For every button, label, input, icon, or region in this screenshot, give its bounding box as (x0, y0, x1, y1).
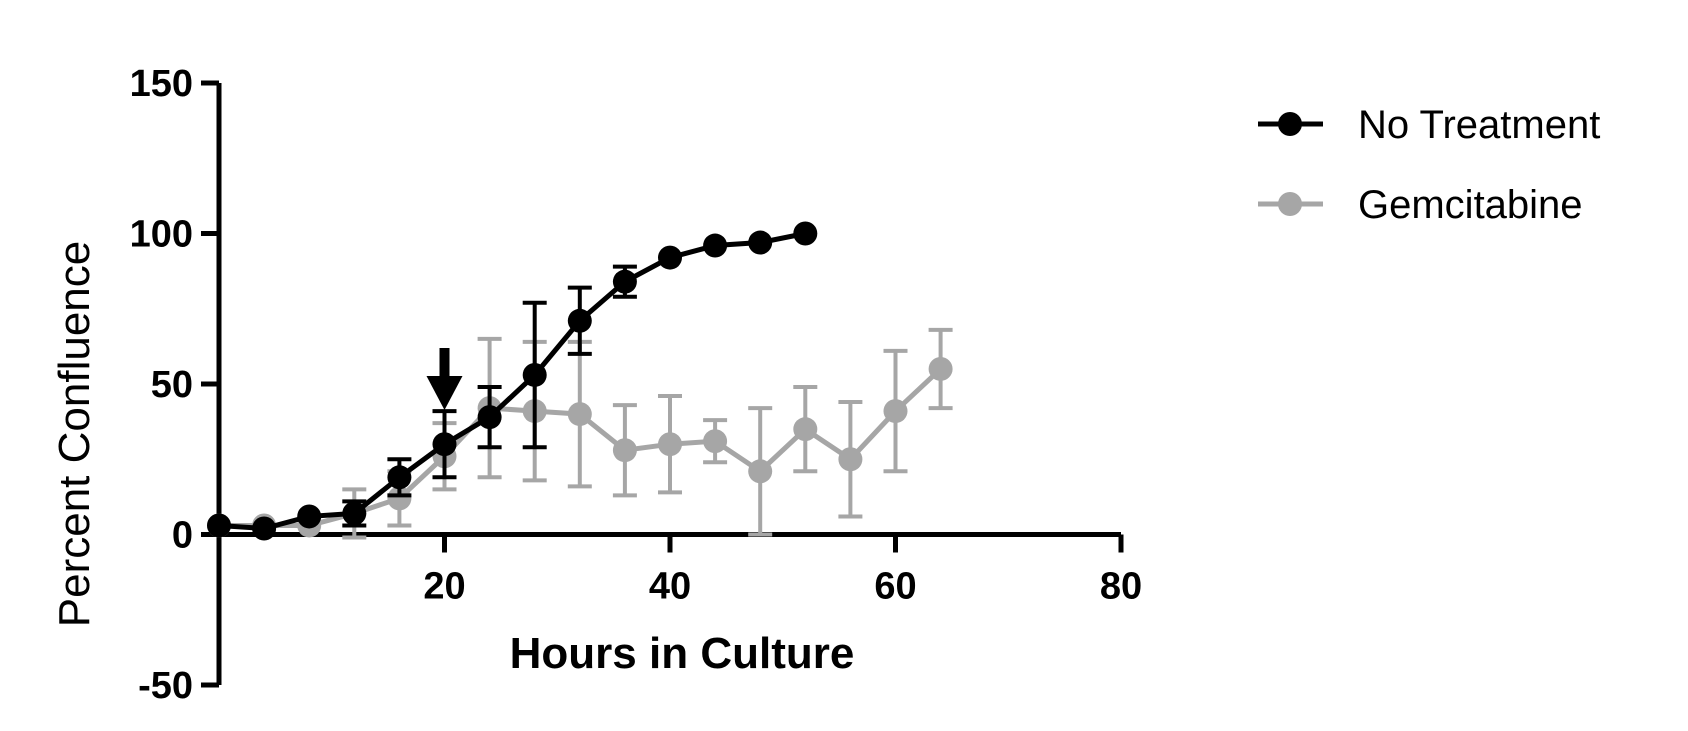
arrow-shaft (439, 348, 450, 378)
y-axis-title: Percent Confluence (50, 241, 99, 627)
data-point (793, 221, 818, 246)
data-point (748, 230, 773, 255)
series-line (218, 231, 806, 532)
x-axis-title: Hours in Culture (510, 629, 855, 678)
data-point (658, 432, 682, 457)
data-point (748, 459, 773, 484)
x-tick-label: 20 (423, 566, 465, 608)
data-point (928, 356, 953, 381)
legend-label: Gemcitabine (1358, 183, 1583, 227)
y-tick-label: 150 (130, 63, 193, 105)
x-tick-label: 60 (874, 566, 916, 608)
x-tick-label: 80 (1100, 566, 1142, 608)
data-point (207, 513, 231, 538)
legend-marker (1278, 192, 1302, 216)
series-gemcitabine (207, 327, 953, 540)
data-point (432, 432, 457, 457)
data-point (703, 233, 728, 258)
data-point (387, 486, 412, 511)
down-arrow-icon (426, 348, 463, 410)
legend-item: No Treatment (1258, 103, 1600, 147)
y-tick-label: 0 (172, 515, 193, 557)
data-point (522, 362, 547, 387)
arrow-head (426, 376, 463, 410)
series-no-treatment (207, 221, 818, 541)
x-tick-label: 40 (649, 566, 691, 608)
data-point (567, 402, 592, 427)
data-point (658, 245, 682, 270)
data-point (883, 399, 908, 424)
data-point (838, 447, 863, 472)
data-point (703, 429, 728, 454)
data-point (342, 501, 367, 526)
data-point (612, 269, 637, 294)
y-tick-label: -50 (138, 665, 193, 707)
data-point (612, 438, 637, 463)
data-point (477, 405, 502, 430)
y-tick-label: 50 (151, 364, 193, 406)
data-point (387, 465, 412, 490)
legend-label: No Treatment (1358, 103, 1600, 147)
y-tick-label: 100 (130, 214, 193, 256)
legend-marker (1278, 112, 1302, 136)
data-point (567, 308, 592, 333)
legend-item: Gemcitabine (1258, 183, 1583, 227)
data-point (252, 516, 277, 541)
data-point (297, 504, 322, 529)
data-point (793, 417, 818, 442)
